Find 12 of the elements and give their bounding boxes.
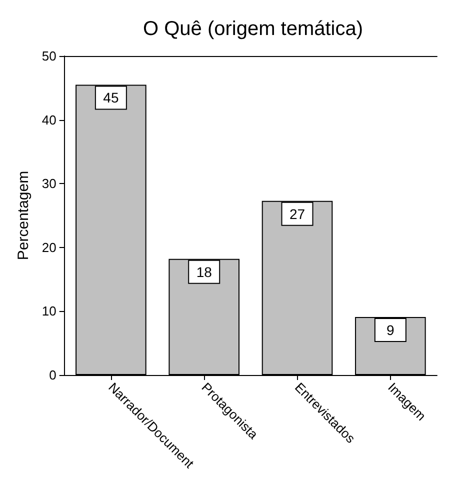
y-tick-label: 40 xyxy=(42,112,56,128)
data-label: 27 xyxy=(289,206,306,222)
y-tick-label: 30 xyxy=(42,176,56,192)
y-tick-label: 10 xyxy=(42,304,56,319)
y-tick-label: 20 xyxy=(42,240,56,255)
data-label: 9 xyxy=(386,322,395,338)
y-tick-label: 0 xyxy=(49,368,56,382)
data-label: 18 xyxy=(196,264,212,280)
chart-title: O Quê (origem temática) xyxy=(142,18,364,40)
data-label: 45 xyxy=(103,90,119,106)
y-axis-title: Percentagem xyxy=(15,170,32,260)
y-tick-label: 50 xyxy=(42,48,56,64)
